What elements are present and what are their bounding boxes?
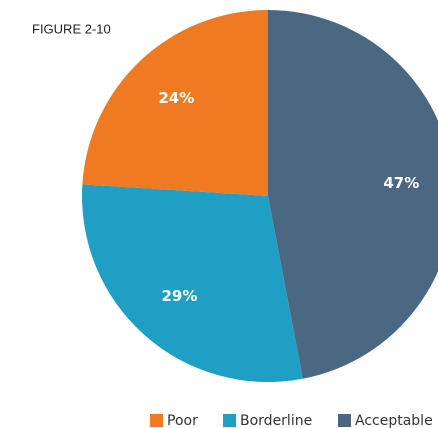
value-label: 24% — [158, 89, 194, 107]
legend-swatch — [338, 414, 351, 427]
pie-slice — [82, 10, 268, 196]
value-label: 47% — [383, 174, 419, 192]
pie-slice — [81, 184, 303, 382]
value-label: 29% — [161, 287, 197, 305]
chart-title: FIGURE 2-10 — [32, 21, 111, 36]
legend-label: Borderline — [240, 413, 312, 428]
legend-swatch — [223, 414, 236, 427]
pie-slice — [268, 10, 438, 379]
legend-swatch — [150, 414, 163, 427]
legend-label: Acceptable — [355, 413, 433, 428]
legend-label: Poor — [167, 413, 198, 428]
